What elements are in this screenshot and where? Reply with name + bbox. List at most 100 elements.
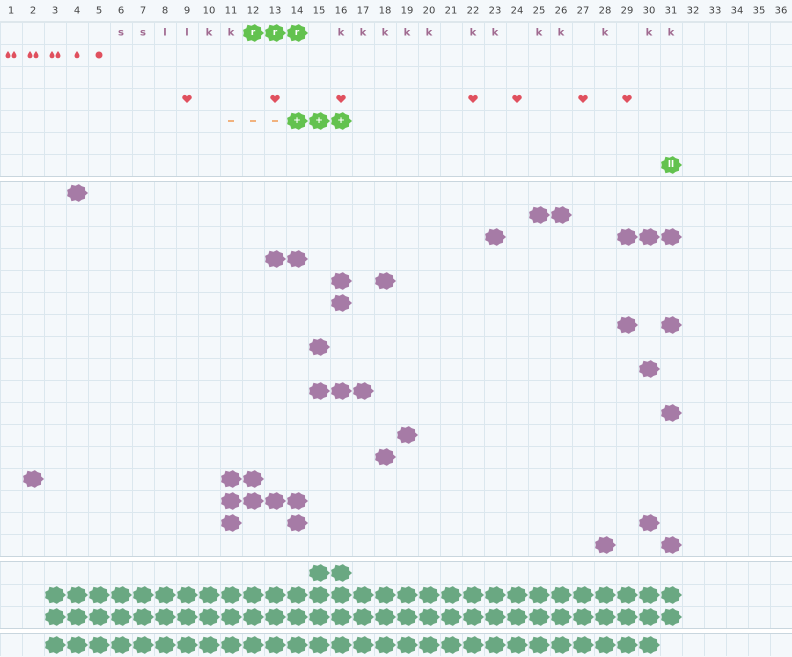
day-label: 29 [621, 6, 634, 17]
habit-blob [221, 492, 243, 510]
habit-blob [309, 338, 331, 356]
habit-blob [617, 586, 639, 604]
day-label: 27 [577, 6, 590, 17]
habit-blob [595, 536, 617, 554]
drop-pair-icon [27, 51, 39, 59]
habit-blob [485, 228, 507, 246]
habit-blob [375, 272, 397, 290]
habit-blob [67, 184, 89, 202]
habit-blob [221, 586, 243, 604]
habit-blob [67, 636, 89, 654]
habit-blob [221, 636, 243, 654]
habit-blob [89, 586, 111, 604]
habit-blob [331, 382, 353, 400]
habit-blob [243, 24, 265, 42]
habit-blob [287, 608, 309, 626]
habit-blob [287, 250, 309, 268]
habit-blob [265, 636, 287, 654]
habit-blob [199, 636, 221, 654]
day-label: 3 [52, 6, 58, 17]
day-label: 18 [379, 6, 392, 17]
habit-blob [243, 492, 265, 510]
letter-mark: k [228, 28, 235, 39]
day-label: 6 [118, 6, 124, 17]
day-label: 31 [665, 6, 678, 17]
habit-blob [551, 608, 573, 626]
habit-blob [639, 228, 661, 246]
day-label: 4 [74, 6, 80, 17]
blob-label: r [295, 28, 300, 38]
day-label: 28 [599, 6, 612, 17]
day-label: 22 [467, 6, 480, 17]
header [0, 0, 792, 22]
habit-blob [639, 514, 661, 532]
habit-blob [331, 272, 353, 290]
letter-mark: k [492, 28, 499, 39]
habit-blob [23, 470, 45, 488]
section-gap [0, 176, 792, 182]
habit-blob [199, 586, 221, 604]
habit-blob [331, 608, 353, 626]
habit-blob [441, 636, 463, 654]
habit-blob [353, 382, 375, 400]
day-label: 25 [533, 6, 546, 17]
habit-blob [661, 316, 683, 334]
habit-blob [243, 636, 265, 654]
letter-mark: s [118, 28, 124, 39]
letter-mark: k [338, 28, 345, 39]
habit-blob [529, 608, 551, 626]
day-label: 11 [225, 6, 238, 17]
habit-blob [639, 636, 661, 654]
habit-blob [221, 608, 243, 626]
day-label: 10 [203, 6, 216, 17]
drop-pair-icon [5, 51, 17, 59]
habit-blob [265, 492, 287, 510]
habit-blob [573, 608, 595, 626]
blob-label: + [293, 116, 301, 126]
letter-mark: k [558, 28, 565, 39]
habit-blob [573, 636, 595, 654]
section-gap [0, 628, 792, 634]
habit-blob [309, 608, 331, 626]
day-label: 15 [313, 6, 326, 17]
heart-icon [182, 94, 192, 103]
habit-blob [243, 470, 265, 488]
day-label: 1 [8, 6, 14, 17]
habit-blob [661, 586, 683, 604]
habit-blob [111, 636, 133, 654]
blob-label: + [337, 116, 345, 126]
day-label: 26 [555, 6, 568, 17]
habit-blob [331, 294, 353, 312]
habit-blob [661, 228, 683, 246]
heart-icon [578, 94, 588, 103]
letter-mark: k [668, 28, 675, 39]
day-label: 21 [445, 6, 458, 17]
day-label: 35 [753, 6, 766, 17]
habit-blob [111, 608, 133, 626]
habit-blob [309, 636, 331, 654]
habit-blob [45, 608, 67, 626]
habit-blob [617, 636, 639, 654]
habit-blob [243, 608, 265, 626]
habit-blob [67, 608, 89, 626]
habit-blob [529, 206, 551, 224]
habit-blob [661, 404, 683, 422]
habit-blob [133, 608, 155, 626]
habit-blob [551, 206, 573, 224]
heart-icon [468, 94, 478, 103]
habit-blob [155, 636, 177, 654]
habit-blob [265, 608, 287, 626]
habit-blob [397, 636, 419, 654]
day-label: 20 [423, 6, 436, 17]
habit-blob [287, 24, 309, 42]
drop-icon [74, 51, 80, 59]
habit-blob [375, 448, 397, 466]
habit-blob [353, 608, 375, 626]
habit-blob [639, 360, 661, 378]
habit-blob [639, 586, 661, 604]
habit-blob [287, 636, 309, 654]
day-label: 13 [269, 6, 282, 17]
day-label: 14 [291, 6, 304, 17]
letter-mark: k [646, 28, 653, 39]
